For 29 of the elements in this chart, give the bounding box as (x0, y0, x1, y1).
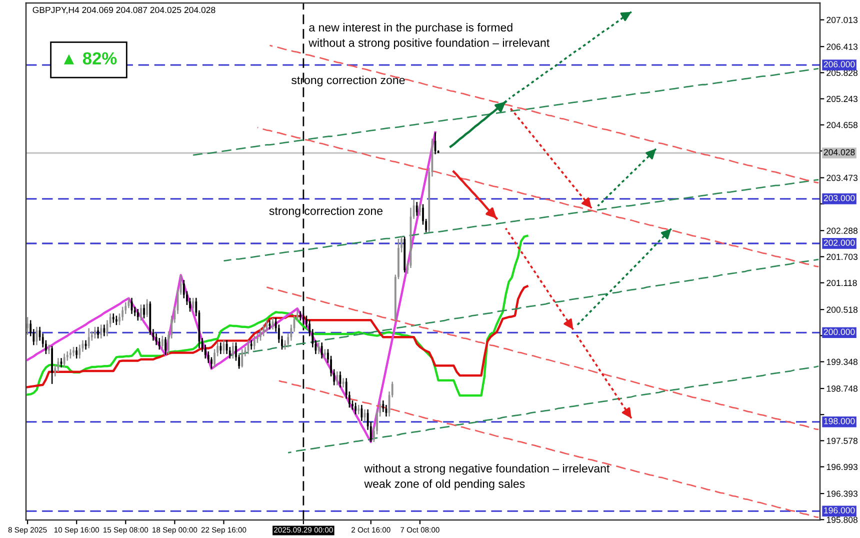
y-tick-label: 196.393 (826, 490, 858, 497)
ref-line-label: 202.000 (824, 240, 855, 246)
ref-line-label: 203.000 (824, 194, 855, 202)
chart-title: GBPJPY,H4 204.069 204.087 204.025 204.028 (32, 6, 216, 14)
ref-line-label: 196.000 (824, 507, 855, 514)
ref-line-label: 204.028 (824, 149, 855, 156)
annotation: strong correction zone (292, 76, 405, 86)
ref-line-label: 206.000 (824, 61, 855, 68)
y-tick-label: 205.243 (826, 96, 858, 102)
ref-line-label: 198.000 (824, 418, 855, 424)
y-tick-label: 207.013 (826, 16, 858, 24)
y-tick-label: 202.288 (826, 228, 858, 234)
annotation: ▲ 82% (64, 52, 117, 65)
y-tick-label: 197.578 (826, 438, 858, 444)
y-tick-label: 199.348 (826, 358, 858, 365)
y-tick-label: 206.413 (826, 44, 858, 50)
y-tick-label: 203.473 (826, 174, 858, 181)
y-tick-label: 198.748 (826, 386, 858, 392)
ref-line-label: 200.000 (824, 328, 855, 335)
y-tick-label: 201.703 (826, 254, 858, 260)
y-tick-label: 204.658 (826, 122, 858, 128)
y-tick-label: 195.808 (826, 516, 858, 523)
annotation: strong correction zone (269, 206, 383, 218)
y-tick-label: 200.518 (826, 306, 858, 313)
annotation: a new interest in the purchase is formed without a strong positive foundation – irrelevant (308, 23, 550, 50)
y-tick-label: 196.993 (826, 464, 858, 470)
annotation: without a strong negative foundation – irrelevant weak zone of old pending sales (364, 464, 610, 490)
y-tick-label: 201.118 (826, 280, 857, 286)
y-tick-label: 205.828 (826, 70, 858, 76)
